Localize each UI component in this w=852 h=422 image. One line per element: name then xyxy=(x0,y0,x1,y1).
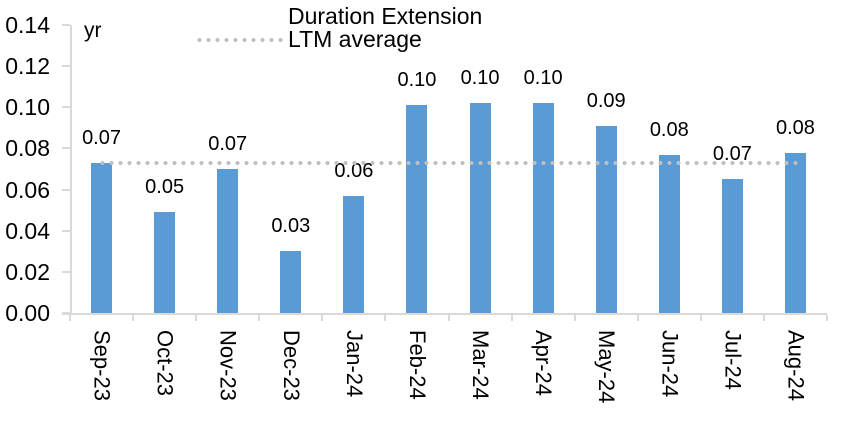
x-axis-category-label: Jul-24 xyxy=(720,330,746,390)
y-axis-line xyxy=(70,25,72,315)
x-axis-tick xyxy=(384,315,387,321)
bar-value-label: 0.10 xyxy=(523,67,563,90)
ltm-average-line xyxy=(97,160,800,165)
bar-aug-24 xyxy=(784,152,806,313)
bar-value-label: 0.06 xyxy=(334,159,374,182)
y-axis-tick xyxy=(62,24,70,26)
x-axis-tick xyxy=(447,315,450,321)
bar-value-label: 0.08 xyxy=(775,116,815,139)
plot-area: 0.07 0.05 0.07 0.03 0.06 0.10 0.10 0.10 0.09 0.08… xyxy=(70,25,827,313)
bar-apr-24 xyxy=(532,103,554,313)
bar-value-label: 0.03 xyxy=(271,215,311,238)
legend-key xyxy=(195,11,288,23)
x-axis-category-label: Aug-24 xyxy=(783,330,809,401)
x-axis-category-label: Feb-24 xyxy=(404,330,430,400)
y-axis-tick xyxy=(62,229,70,232)
bar-mar-24 xyxy=(469,103,491,313)
x-axis-category-label: Sep-23 xyxy=(89,330,115,401)
legend-key xyxy=(195,37,288,42)
x-axis-tick xyxy=(510,315,513,321)
y-axis-tick-label: 0.12 xyxy=(5,53,50,80)
y-axis-tick xyxy=(62,147,70,150)
x-axis-tick xyxy=(762,315,765,321)
x-axis-category-label: Apr-24 xyxy=(531,330,557,397)
x-axis-tick xyxy=(195,315,198,321)
x-axis-tick xyxy=(321,315,324,321)
y-axis-tick-label: 0.08 xyxy=(5,135,50,162)
x-axis-category-label: Mar-24 xyxy=(468,330,494,400)
legend-item-duration-extension: Duration Extension xyxy=(195,5,482,28)
y-axis-tick-label: 0.00 xyxy=(5,300,50,326)
bar-swatch-icon xyxy=(195,11,278,23)
y-axis-unit-label: yr xyxy=(84,19,102,42)
bar-value-label: 0.10 xyxy=(397,69,437,92)
x-axis-tick xyxy=(69,315,71,321)
y-axis-tick xyxy=(62,270,70,273)
bar-value-label: 0.09 xyxy=(586,89,626,112)
x-axis-tick xyxy=(699,315,702,321)
x-axis-category-label: Nov-23 xyxy=(215,330,241,401)
x-axis-category-label: Oct-23 xyxy=(152,330,178,397)
x-axis-line xyxy=(62,313,827,315)
bar-value-label: 0.07 xyxy=(82,126,121,149)
y-axis-tick xyxy=(62,188,70,191)
bar-value-label: 0.07 xyxy=(712,143,752,166)
y-axis-tick-label: 0.14 xyxy=(5,12,50,38)
bar-feb-24 xyxy=(406,105,428,313)
bar-jan-24 xyxy=(343,195,365,313)
bar-sep-23 xyxy=(91,162,113,313)
bar-oct-23 xyxy=(154,212,176,313)
y-axis-tick-label: 0.04 xyxy=(5,217,50,244)
bar-value-label: 0.05 xyxy=(145,176,185,199)
bar-dec-23 xyxy=(280,251,302,313)
legend: Duration Extension LTM average xyxy=(195,5,482,51)
dotted-line-swatch-icon xyxy=(195,37,283,42)
y-axis-tick xyxy=(62,65,70,68)
bar-value-label: 0.07 xyxy=(208,133,248,155)
x-axis-tick xyxy=(573,315,576,321)
x-axis-tick xyxy=(132,315,135,321)
x-axis-tick xyxy=(826,315,828,321)
legend-item-ltm-average: LTM average xyxy=(195,28,482,51)
bar-nov-23 xyxy=(217,169,239,313)
y-axis-tick-label: 0.06 xyxy=(5,176,50,203)
x-axis-tick xyxy=(636,315,639,321)
x-axis-category-label: May-24 xyxy=(594,330,620,404)
y-axis-tick-label: 0.02 xyxy=(5,258,50,285)
y-axis-tick xyxy=(62,106,70,109)
bar-jun-24 xyxy=(658,154,680,313)
x-axis-tick xyxy=(258,315,261,321)
x-axis-category-label: Dec-23 xyxy=(278,330,304,401)
bar-may-24 xyxy=(595,125,617,313)
legend-label-duration-extension: Duration Extension xyxy=(288,3,483,29)
bar-value-label: 0.08 xyxy=(649,118,689,141)
bar-jul-24 xyxy=(721,179,743,313)
legend-label-ltm-average: LTM average xyxy=(288,26,422,52)
y-axis-tick-label: 0.10 xyxy=(5,94,50,121)
x-axis-category-label: Jan-24 xyxy=(341,330,367,398)
x-axis-category-label: Jun-24 xyxy=(657,330,683,398)
bar-value-label: 0.10 xyxy=(460,67,500,90)
